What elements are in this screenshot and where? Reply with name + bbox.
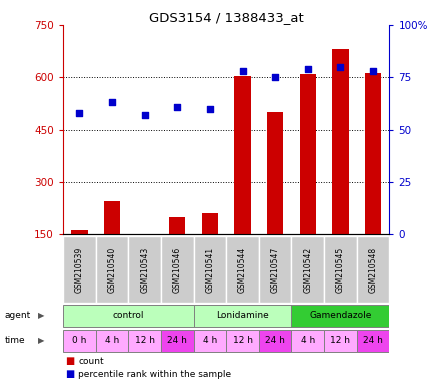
Text: Lonidamine: Lonidamine (216, 311, 268, 320)
Point (76, 110, 82, 116)
Text: 24 h: 24 h (167, 336, 187, 345)
Point (271, 74, 278, 80)
Bar (193, 236, 226, 303)
Point (336, 64, 343, 70)
Bar (193, 329, 226, 352)
Text: 4 h: 4 h (202, 336, 217, 345)
Bar (291, 305, 388, 327)
Text: time: time (4, 336, 25, 345)
Text: ■: ■ (65, 369, 74, 379)
Point (239, 68, 246, 74)
Text: percentile rank within the sample: percentile rank within the sample (78, 369, 231, 379)
Bar (226, 329, 258, 352)
Bar (226, 236, 258, 303)
Bar (291, 236, 323, 303)
Point (173, 104, 181, 110)
Bar (356, 329, 388, 352)
Bar (95, 236, 128, 303)
Bar (63, 329, 95, 352)
Bar (323, 236, 356, 303)
Text: 4 h: 4 h (300, 336, 314, 345)
Bar (323, 329, 356, 352)
Text: agent: agent (4, 311, 30, 320)
Bar (193, 305, 291, 327)
Text: GSM210544: GSM210544 (237, 247, 247, 293)
Bar (95, 329, 128, 352)
Text: 24 h: 24 h (265, 336, 284, 345)
Text: 4 h: 4 h (105, 336, 119, 345)
Text: Gamendazole: Gamendazole (309, 311, 371, 320)
Bar (266, 112, 283, 234)
Bar (291, 329, 323, 352)
Text: GSM210540: GSM210540 (107, 247, 116, 293)
Text: GSM210541: GSM210541 (205, 247, 214, 293)
Text: ▶: ▶ (38, 311, 44, 320)
Bar (128, 236, 161, 303)
Title: GDS3154 / 1388433_at: GDS3154 / 1388433_at (148, 11, 303, 24)
Bar (299, 74, 315, 234)
Text: 24 h: 24 h (362, 336, 382, 345)
Bar (356, 236, 388, 303)
Bar (234, 76, 250, 234)
Text: control: control (112, 311, 144, 320)
Bar (104, 201, 120, 234)
Point (304, 66, 311, 72)
Bar (136, 233, 152, 234)
Bar (161, 329, 193, 352)
Bar (258, 236, 291, 303)
Text: count: count (78, 357, 104, 366)
Bar (128, 329, 161, 352)
Bar (332, 50, 348, 234)
Bar (63, 236, 95, 303)
Text: 12 h: 12 h (232, 336, 252, 345)
Point (108, 99, 115, 106)
Text: GSM210547: GSM210547 (270, 247, 279, 293)
Bar (201, 214, 217, 234)
Text: 0 h: 0 h (72, 336, 86, 345)
Text: ▶: ▶ (38, 336, 44, 345)
Point (369, 68, 376, 74)
Point (206, 106, 213, 112)
Text: GSM210545: GSM210545 (335, 247, 344, 293)
Text: 12 h: 12 h (330, 336, 349, 345)
Bar (169, 217, 185, 234)
Text: 12 h: 12 h (135, 336, 154, 345)
Text: GSM210543: GSM210543 (140, 247, 149, 293)
Bar (63, 305, 193, 327)
Text: GSM210542: GSM210542 (302, 247, 312, 293)
Bar (258, 329, 291, 352)
Bar (161, 236, 193, 303)
Text: GSM210548: GSM210548 (368, 247, 377, 293)
Text: GSM210539: GSM210539 (75, 247, 84, 293)
Text: ■: ■ (65, 356, 74, 366)
Bar (364, 73, 380, 234)
Text: GSM210546: GSM210546 (172, 247, 181, 293)
Point (141, 112, 148, 118)
Bar (71, 230, 87, 234)
